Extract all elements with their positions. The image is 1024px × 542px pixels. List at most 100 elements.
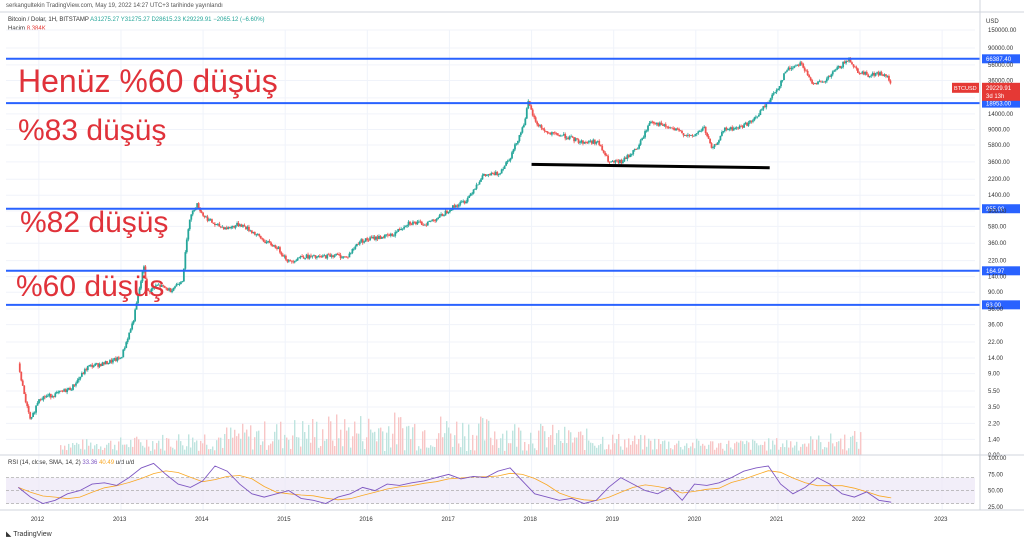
candle-body [715,144,717,146]
candle-body [351,249,354,253]
volume-bar [380,427,382,455]
volume-bar [450,433,452,455]
candle-body [840,67,843,69]
candle-body [242,225,244,227]
candle-body [122,349,125,358]
candle-body [250,230,253,233]
candle-body [752,120,754,122]
volume-bar [844,434,846,455]
volume-bar [424,430,426,455]
volume-bar [266,449,268,455]
candle-body [759,110,762,115]
candle-body [648,123,651,126]
candle-body [397,228,400,232]
candle-body [530,105,533,110]
candle-body [762,106,765,110]
volume-bar [500,438,502,455]
volume-bar [232,437,234,455]
volume-bar [858,448,860,455]
candle-body [348,253,351,258]
volume-label[interactable]: Hacim [8,26,26,32]
candle-body [143,266,145,272]
volume-bar [712,441,714,455]
candle-body [443,215,445,217]
volume-bar [604,449,606,455]
volume-bar [338,438,340,455]
volume-bar [452,446,454,455]
candle-body [511,152,513,159]
y-tick-label: 5.50 [988,389,1000,395]
candle-body [499,173,502,175]
time-axis[interactable]: 2012 2013 2014 2015 2016 2017 2018 2019 2020 2021… [31,517,948,523]
y-axis-currency[interactable]: USD [986,19,999,25]
candle-body [205,216,207,218]
price-series [18,57,892,420]
candle-body [837,65,840,68]
volume-bar [398,417,400,455]
candle-body [268,240,271,243]
volume-bar [198,450,200,455]
volume-bar [618,433,620,455]
candle-body [211,219,213,223]
volume-bar [756,443,758,455]
candle-body [67,387,70,390]
candle-body [744,122,747,125]
candle-body [551,132,553,135]
volume-bar [414,423,416,455]
volume-bar [140,442,142,455]
candle-body [419,221,422,223]
candle-body [675,128,677,131]
volume-bar [124,444,126,455]
candle-body [60,390,63,392]
candle-body [725,127,728,130]
volume-bar [264,421,266,455]
volume-bar [300,446,302,455]
volume-bar [810,436,812,455]
candle-body [432,219,435,221]
volume-bar [562,442,564,455]
level-tag [982,204,1020,214]
candle-body [277,247,280,250]
volume-bar [262,441,264,455]
candle-body [320,256,323,258]
candle-body [587,141,590,143]
candle-body [562,134,565,136]
volume-bar [326,439,328,455]
candle-body [302,256,305,259]
candle-body [777,88,779,90]
volume-bar [446,421,448,455]
volume-bar [524,441,526,455]
volume-bar [316,421,318,455]
candle-body [287,260,290,262]
candle-body [661,124,664,126]
volume-bar [86,439,88,455]
x-tick-label: 2014 [195,517,209,523]
candle-body [95,363,98,365]
candle-body [308,255,311,259]
candle-body [658,122,661,126]
candle-body [627,155,630,158]
candle-body [552,132,555,134]
price-axis[interactable]: 150000.0090000.0056000.0036000.0022000.0… [952,19,1020,511]
y-tick-label: 36.00 [988,323,1004,329]
tradingview-brand[interactable]: ◣ TradingView [6,530,52,538]
candle-body [808,75,811,78]
rsi-label[interactable]: RSI (14, close, SMA, 14, 2) [8,460,81,466]
volume-bar [142,445,144,455]
candle-body [687,134,689,136]
candle-body [231,226,234,228]
candle-body [874,73,877,76]
candle-body [879,72,881,76]
candle-body [753,117,756,121]
candle-body [298,257,301,259]
candle-body [672,128,675,130]
volume-bar [88,445,90,455]
volume-bar [222,447,224,455]
volume-bar [286,437,288,455]
symbol-name[interactable]: Bitcoin / Dolar, 1H, BITSTAMP [8,17,89,23]
candle-body [42,396,45,400]
candle-body [36,403,39,406]
candle-body [709,138,711,144]
y-tick-label: 580.00 [988,224,1007,230]
